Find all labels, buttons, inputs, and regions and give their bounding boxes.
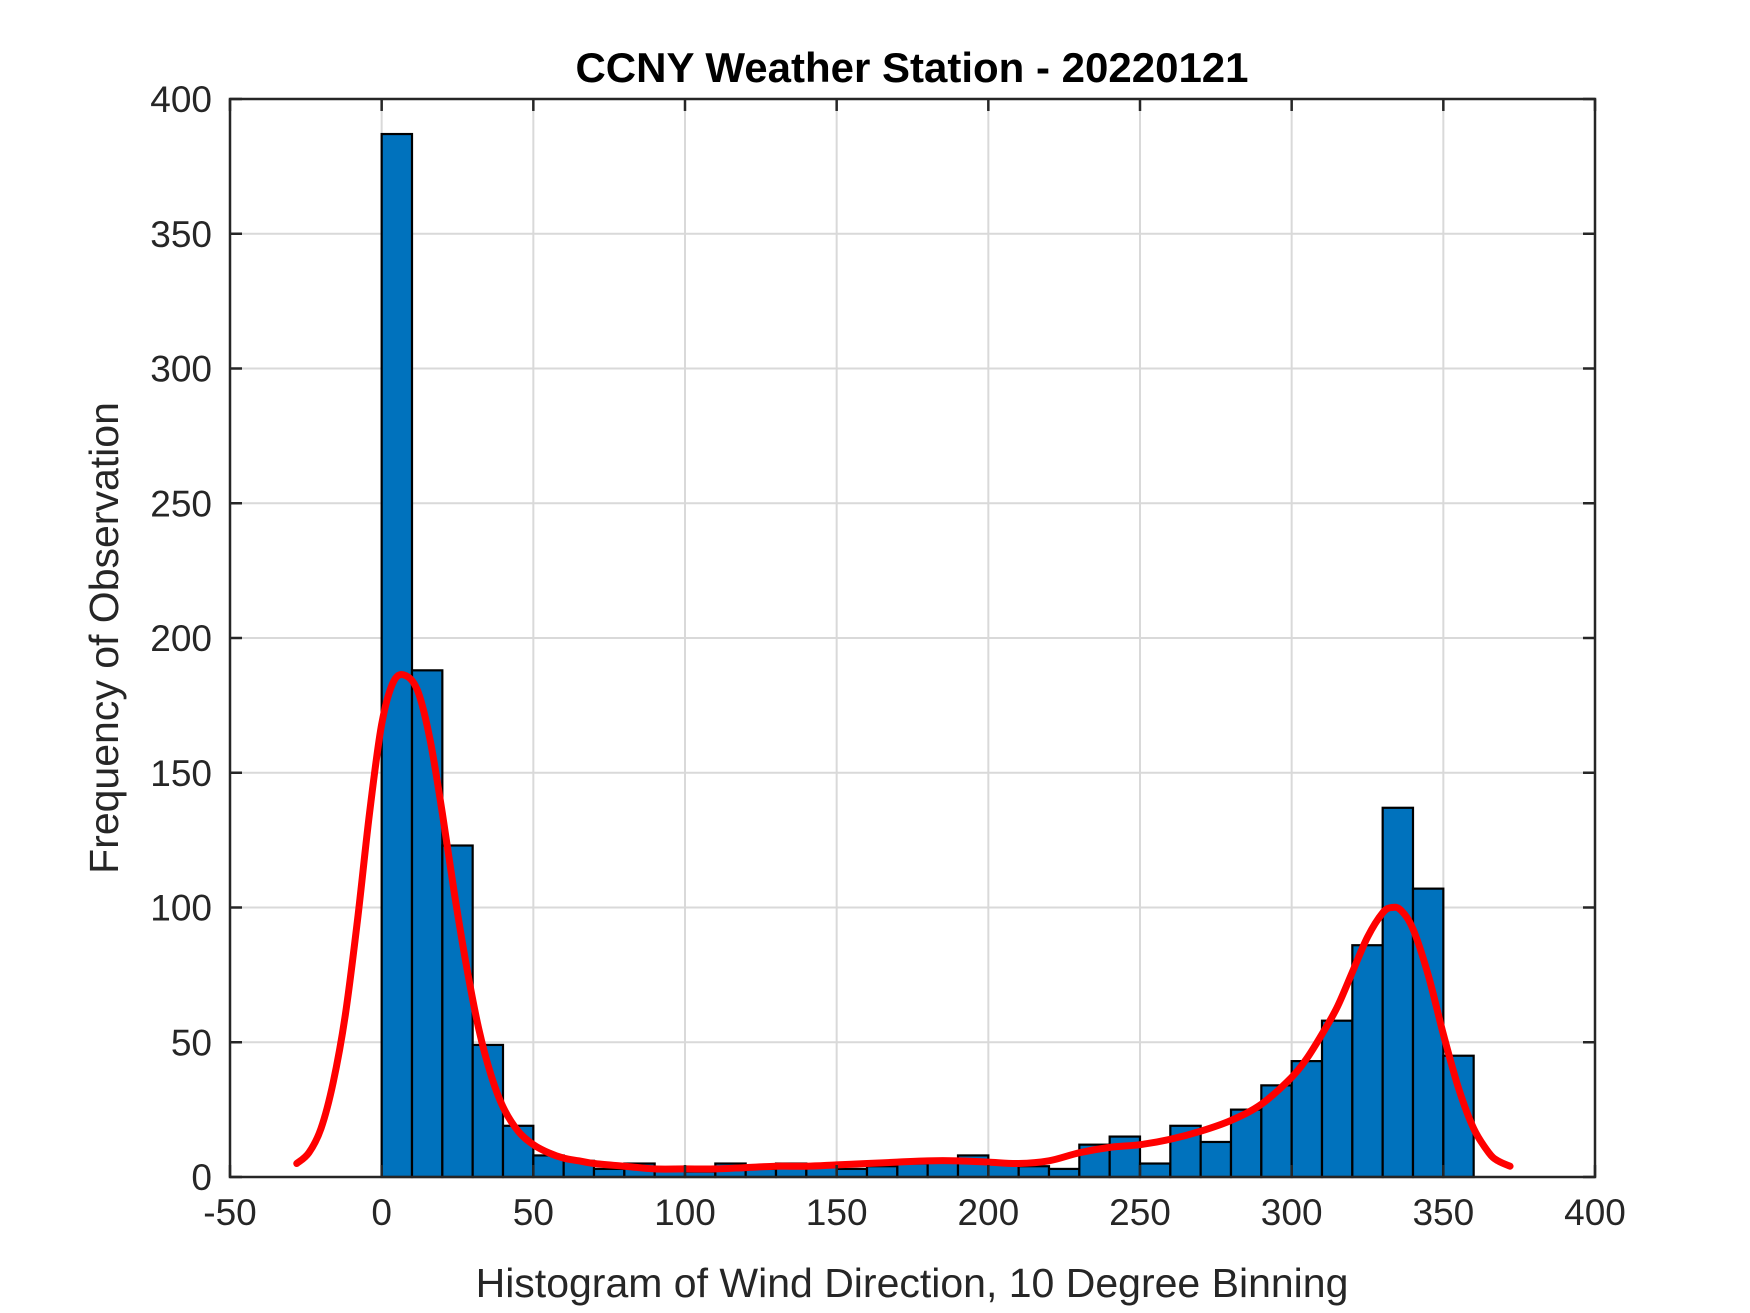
- histogram-bar: [1199, 1140, 1233, 1179]
- chart-title: CCNY Weather Station - 20220121: [575, 44, 1248, 91]
- histogram-bar: [1381, 806, 1415, 1179]
- x-tick-label: 400: [1564, 1192, 1626, 1233]
- y-tick-labels: 0 50 100 150 200 250 300 350 400: [150, 79, 212, 1198]
- y-tick-label: 200: [150, 618, 212, 659]
- histogram-bar: [380, 132, 414, 1179]
- y-tick-label: 0: [191, 1157, 212, 1198]
- histogram-bar: [1138, 1162, 1172, 1179]
- x-tick-label: 250: [1109, 1192, 1171, 1233]
- x-tick-label: 150: [806, 1192, 868, 1233]
- y-tick-label: 400: [150, 79, 212, 120]
- histogram-bar: [1017, 1165, 1051, 1179]
- histogram-bar: [1320, 1019, 1354, 1179]
- x-tick-label: 350: [1412, 1192, 1474, 1233]
- x-tick-label: -50: [203, 1192, 256, 1233]
- y-tick-label: 50: [171, 1022, 212, 1063]
- grid-lines: [230, 99, 1595, 1177]
- y-tick-label: 100: [150, 888, 212, 929]
- x-tick-label: 0: [371, 1192, 392, 1233]
- histogram-bar: [1290, 1060, 1324, 1179]
- x-axis-label: Histogram of Wind Direction, 10 Degree B…: [476, 1260, 1349, 1306]
- x-tick-label: 300: [1261, 1192, 1323, 1233]
- histogram-bar: [410, 669, 444, 1179]
- histogram-bar: [865, 1165, 899, 1179]
- x-tick-label: 200: [957, 1192, 1019, 1233]
- x-tick-label: 50: [513, 1192, 554, 1233]
- histogram-bars: [380, 132, 1475, 1179]
- histogram-bar: [1351, 944, 1384, 1179]
- y-tick-label: 150: [150, 753, 212, 794]
- y-axis-label: Frequency of Observation: [81, 402, 127, 874]
- x-tick-labels: -50 0 50 100 150 200 250 300 350 400: [203, 1192, 1626, 1233]
- y-tick-label: 350: [150, 214, 212, 255]
- x-tick-label: 100: [654, 1192, 716, 1233]
- y-tick-label: 300: [150, 349, 212, 390]
- y-tick-label: 250: [150, 483, 212, 524]
- fit-curve: [293, 671, 1514, 1173]
- fit-curve-layer: [293, 671, 1514, 1173]
- histogram-bar: [896, 1162, 929, 1179]
- axis-ticks: [228, 97, 1597, 1179]
